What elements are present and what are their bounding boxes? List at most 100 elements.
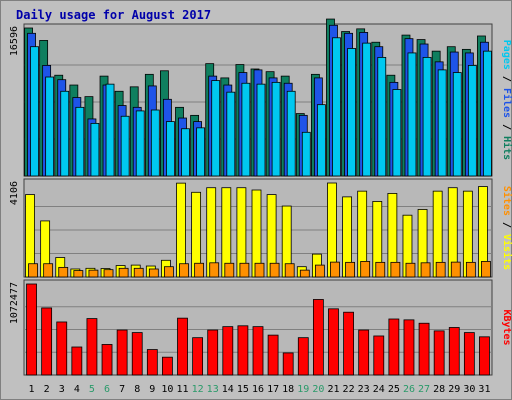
bar-kbytes-day-6: [101, 344, 113, 376]
x-tick-label: 6: [104, 384, 110, 395]
x-tick-label: 1: [29, 384, 35, 395]
x-tick-label: 29: [448, 384, 460, 395]
bar-sites-day-19: [299, 269, 310, 278]
bar-sites-day-12: [194, 262, 205, 278]
x-tick-label: 17: [267, 384, 279, 395]
bar-kbytes-day-10: [162, 356, 173, 376]
bar-kbytes-day-22: [343, 311, 354, 376]
x-tick-label: 27: [418, 384, 430, 395]
axis-label-part: Files: [501, 88, 512, 118]
bar-kbytes-day-13: [207, 329, 219, 376]
bar-sites-day-15: [239, 262, 250, 278]
bar-pages-day-29: [452, 72, 462, 177]
bar-pages-day-20: [316, 104, 326, 177]
bar-sites-day-3: [58, 266, 69, 278]
bar-kbytes-day-14: [222, 326, 234, 376]
x-tick-label: 31: [478, 384, 490, 395]
bar-sites-day-28: [435, 261, 446, 278]
bar-kbytes-day-11: [177, 317, 188, 376]
bar-pages-day-30: [467, 65, 477, 177]
bar-sites-day-8: [133, 267, 144, 278]
bar-sites-day-20: [314, 264, 325, 278]
axis-label-part: Pages: [501, 40, 512, 70]
bar-sites-day-27: [420, 262, 431, 278]
bar-kbytes-day-31: [479, 336, 490, 376]
x-tick-label: 19: [297, 384, 309, 395]
bar-pages-day-8: [135, 110, 145, 177]
bar-pages-day-4: [75, 106, 85, 177]
y-max-label: 4106: [9, 181, 20, 205]
bar-kbytes-day-17: [267, 334, 279, 376]
x-tick-label: 11: [176, 384, 188, 395]
chart-title: Daily usage for August 2017: [16, 8, 211, 22]
bar-kbytes-day-4: [71, 346, 83, 376]
bar-pages-day-25: [392, 89, 402, 177]
bar-sites-day-26: [405, 262, 416, 278]
bar-kbytes-day-30: [463, 332, 475, 376]
bar-sites-day-5: [88, 269, 99, 278]
panel-pages-files-hits: 16596 Pages / Files / Hits: [9, 18, 512, 177]
bar-kbytes-day-7: [116, 329, 128, 376]
bar-sites-day-1: [28, 263, 38, 278]
bar-pages-day-28: [437, 69, 447, 177]
axis-label-part: /: [501, 216, 512, 234]
bar-kbytes-day-24: [373, 335, 385, 376]
axis-label-part: KBytes: [501, 309, 512, 345]
bar-kbytes-day-16: [252, 326, 264, 376]
x-tick-label: 4: [74, 384, 80, 395]
x-tick-label: 7: [119, 384, 125, 395]
bar-pages-day-27: [422, 56, 432, 177]
bar-sites-day-2: [43, 263, 54, 278]
y-max-label: 1072477: [9, 282, 20, 324]
bar-pages-day-15: [241, 82, 251, 177]
bar-sites-day-4: [73, 270, 84, 278]
bar-sites-day-30: [465, 261, 476, 278]
bar-pages-day-12: [196, 127, 206, 177]
x-tick-label: 23: [358, 384, 370, 395]
bar-pages-day-10: [166, 121, 175, 177]
axis-label: KBytes: [501, 309, 512, 345]
bar-kbytes-day-23: [358, 329, 370, 376]
bar-pages-day-14: [226, 91, 236, 177]
bar-sites-day-11: [179, 263, 189, 278]
bar-pages-day-2: [45, 76, 55, 177]
x-tick-label: 25: [388, 384, 400, 395]
bar-sites-day-17: [269, 262, 280, 278]
x-tick-label: 21: [327, 384, 339, 395]
bar-pages-day-21: [332, 37, 341, 177]
panel-kbytes: 1072477 KBytes: [9, 279, 512, 376]
y-max-label: 16596: [9, 26, 20, 56]
bar-pages-day-9: [150, 109, 160, 177]
bar-kbytes-day-19: [297, 337, 309, 376]
bar-sites-day-22: [345, 261, 355, 278]
bar-pages-day-13: [211, 80, 221, 177]
bar-kbytes-day-2: [41, 307, 53, 376]
bar-pages-day-22: [347, 48, 356, 177]
bar-sites-day-16: [254, 262, 265, 278]
bar-kbytes-day-27: [418, 322, 430, 376]
bar-pages-day-17: [271, 81, 281, 177]
x-tick-label: 26: [403, 384, 415, 395]
bar-pages-day-16: [256, 83, 266, 177]
bar-pages-day-23: [362, 42, 372, 177]
bar-pages-day-5: [90, 122, 100, 177]
bar-sites-day-6: [103, 269, 114, 278]
axis-label-part: /: [501, 118, 512, 136]
axis-label-part: /: [501, 70, 512, 88]
bar-pages-day-31: [483, 50, 492, 177]
x-tick-label: 8: [134, 384, 140, 395]
bar-kbytes-day-29: [448, 327, 460, 376]
bar-pages-day-19: [301, 131, 311, 177]
x-tick-label: 5: [89, 384, 95, 395]
bar-kbytes-day-26: [403, 319, 415, 376]
x-tick-label: 10: [161, 384, 173, 395]
bar-pages-day-24: [377, 56, 387, 177]
bar-kbytes-day-3: [56, 321, 68, 376]
axis-label-part: Visits: [501, 234, 512, 270]
bar-sites-day-13: [209, 262, 220, 278]
x-tick-label: 22: [343, 384, 355, 395]
bar-sites-day-24: [375, 261, 386, 278]
bar-pages-day-6: [105, 83, 115, 177]
bar-kbytes-day-8: [131, 332, 143, 376]
